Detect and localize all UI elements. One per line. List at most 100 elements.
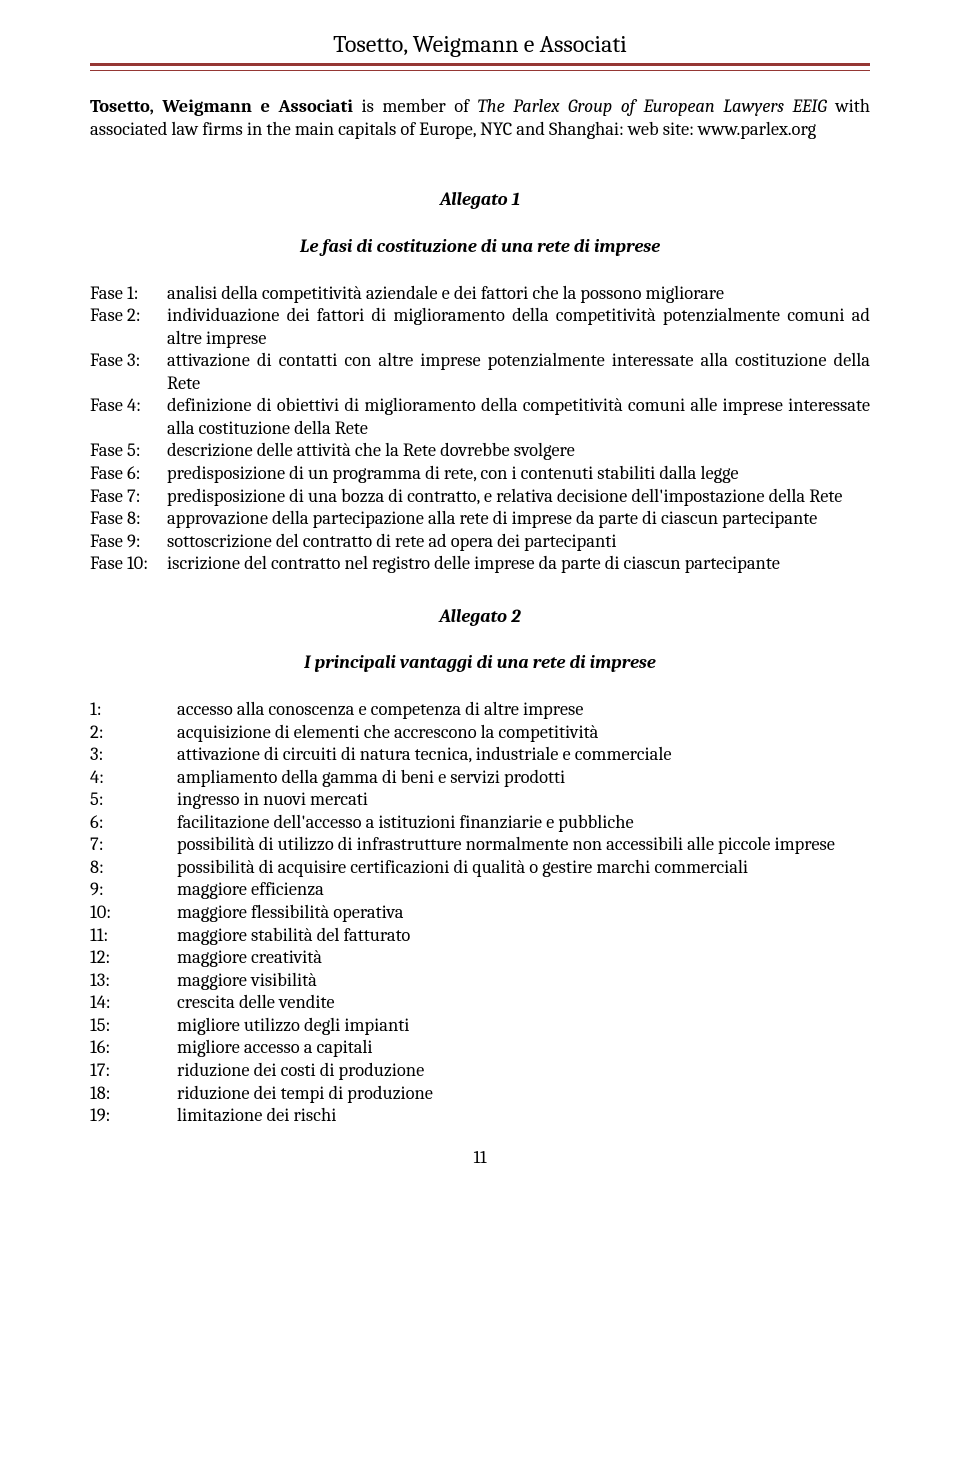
num-row: 11:maggiore stabilità del fatturato xyxy=(90,924,870,947)
num-label: 17: xyxy=(90,1059,177,1082)
num-text: facilitazione dell'accesso a istituzioni… xyxy=(177,811,870,834)
num-row: 17:riduzione dei costi di produzione xyxy=(90,1059,870,1082)
intro-paragraph: Tosetto, Weigmann e Associati is member … xyxy=(90,95,870,140)
header-rule xyxy=(90,63,870,71)
fase-text: predisposizione di una bozza di contratt… xyxy=(167,485,870,508)
fase-row: Fase 5:descrizione delle attività che la… xyxy=(90,439,870,462)
fase-text: sottoscrizione del contratto di rete ad … xyxy=(167,530,870,553)
num-row: 12:maggiore creatività xyxy=(90,946,870,969)
num-list: 1:accesso alla conoscenza e competenza d… xyxy=(90,698,870,1127)
num-label: 9: xyxy=(90,878,177,901)
num-text: limitazione dei rischi xyxy=(177,1104,870,1127)
fase-text: definizione di obiettivi di migliorament… xyxy=(167,394,870,439)
fase-row: Fase 4:definizione di obiettivi di migli… xyxy=(90,394,870,439)
page: Tosetto, Weigmann e Associati Tosetto, W… xyxy=(0,0,960,1189)
num-label: 6: xyxy=(90,811,177,834)
num-label: 19: xyxy=(90,1104,177,1127)
num-row: 13:maggiore visibilità xyxy=(90,969,870,992)
allegato2-subtitle: I principali vantaggi di una rete di imp… xyxy=(90,651,870,674)
num-label: 14: xyxy=(90,991,177,1014)
num-label: 8: xyxy=(90,856,177,879)
allegato1-title: Allegato 1 xyxy=(90,188,870,211)
num-label: 10: xyxy=(90,901,177,924)
fase-label: Fase 1: xyxy=(90,282,167,305)
fase-label: Fase 3: xyxy=(90,349,167,394)
num-text: maggiore efficienza xyxy=(177,878,870,901)
fase-row: Fase 3:attivazione di contatti con altre… xyxy=(90,349,870,394)
num-label: 7: xyxy=(90,833,177,856)
fase-label: Fase 2: xyxy=(90,304,167,349)
num-label: 2: xyxy=(90,721,177,744)
fase-row: Fase 10:iscrizione del contratto nel reg… xyxy=(90,552,870,575)
num-text: possibilità di utilizzo di infrastruttur… xyxy=(177,833,870,856)
num-text: ampliamento della gamma di beni e serviz… xyxy=(177,766,870,789)
num-label: 1: xyxy=(90,698,177,721)
fase-list: Fase 1:analisi della competitività azien… xyxy=(90,282,870,575)
fase-label: Fase 9: xyxy=(90,530,167,553)
num-text: maggiore stabilità del fatturato xyxy=(177,924,870,947)
fase-text: predisposizione di un programma di rete,… xyxy=(167,462,870,485)
fase-text: analisi della competitività aziendale e … xyxy=(167,282,870,305)
num-row: 19:limitazione dei rischi xyxy=(90,1104,870,1127)
num-label: 18: xyxy=(90,1082,177,1105)
fase-row: Fase 1:analisi della competitività azien… xyxy=(90,282,870,305)
num-label: 5: xyxy=(90,788,177,811)
num-row: 9:maggiore efficienza xyxy=(90,878,870,901)
num-row: 15:migliore utilizzo degli impianti xyxy=(90,1014,870,1037)
fase-row: Fase 9:sottoscrizione del contratto di r… xyxy=(90,530,870,553)
intro-italic: The Parlex Group of European Lawyers EEI… xyxy=(477,95,826,117)
num-text: maggiore flessibilità operativa xyxy=(177,901,870,924)
header-title: Tosetto, Weigmann e Associati xyxy=(90,30,870,59)
num-label: 11: xyxy=(90,924,177,947)
num-label: 3: xyxy=(90,743,177,766)
num-row: 16:migliore accesso a capitali xyxy=(90,1036,870,1059)
num-text: migliore utilizzo degli impianti xyxy=(177,1014,870,1037)
fase-text: individuazione dei fattori di migliorame… xyxy=(167,304,870,349)
num-text: maggiore visibilità xyxy=(177,969,870,992)
fase-label: Fase 7: xyxy=(90,485,167,508)
num-row: 4:ampliamento della gamma di beni e serv… xyxy=(90,766,870,789)
fase-text: descrizione delle attività che la Rete d… xyxy=(167,439,870,462)
num-text: acquisizione di elementi che accrescono … xyxy=(177,721,870,744)
intro-mid: is member of xyxy=(353,95,477,117)
fase-label: Fase 10: xyxy=(90,552,167,575)
num-row: 6:facilitazione dell'accesso a istituzio… xyxy=(90,811,870,834)
num-row: 8:possibilità di acquisire certificazion… xyxy=(90,856,870,879)
num-text: crescita delle vendite xyxy=(177,991,870,1014)
num-label: 15: xyxy=(90,1014,177,1037)
fase-label: Fase 8: xyxy=(90,507,167,530)
num-text: maggiore creatività xyxy=(177,946,870,969)
num-row: 18:riduzione dei tempi di produzione xyxy=(90,1082,870,1105)
num-text: riduzione dei costi di produzione xyxy=(177,1059,870,1082)
num-row: 1:accesso alla conoscenza e competenza d… xyxy=(90,698,870,721)
num-text: possibilità di acquisire certificazioni … xyxy=(177,856,870,879)
num-label: 13: xyxy=(90,969,177,992)
fase-row: Fase 6:predisposizione di un programma d… xyxy=(90,462,870,485)
fase-text: iscrizione del contratto nel registro de… xyxy=(167,552,870,575)
fase-row: Fase 2:individuazione dei fattori di mig… xyxy=(90,304,870,349)
num-text: accesso alla conoscenza e competenza di … xyxy=(177,698,870,721)
num-row: 7:possibilità di utilizzo di infrastrutt… xyxy=(90,833,870,856)
num-row: 3:attivazione di circuiti di natura tecn… xyxy=(90,743,870,766)
num-text: attivazione di circuiti di natura tecnic… xyxy=(177,743,870,766)
num-row: 14:crescita delle vendite xyxy=(90,991,870,1014)
allegato2-title: Allegato 2 xyxy=(90,605,870,628)
fase-row: Fase 8:approvazione della partecipazione… xyxy=(90,507,870,530)
fase-text: attivazione di contatti con altre impres… xyxy=(167,349,870,394)
num-text: riduzione dei tempi di produzione xyxy=(177,1082,870,1105)
num-label: 16: xyxy=(90,1036,177,1059)
num-row: 2:acquisizione di elementi che accrescon… xyxy=(90,721,870,744)
fase-row: Fase 7:predisposizione di una bozza di c… xyxy=(90,485,870,508)
fase-label: Fase 4: xyxy=(90,394,167,439)
num-row: 5:ingresso in nuovi mercati xyxy=(90,788,870,811)
num-label: 12: xyxy=(90,946,177,969)
num-text: migliore accesso a capitali xyxy=(177,1036,870,1059)
num-label: 4: xyxy=(90,766,177,789)
fase-label: Fase 5: xyxy=(90,439,167,462)
num-row: 10:maggiore flessibilità operativa xyxy=(90,901,870,924)
fase-text: approvazione della partecipazione alla r… xyxy=(167,507,870,530)
allegato1-subtitle: Le fasi di costituzione di una rete di i… xyxy=(90,235,870,258)
num-text: ingresso in nuovi mercati xyxy=(177,788,870,811)
page-number: 11 xyxy=(90,1147,870,1169)
fase-label: Fase 6: xyxy=(90,462,167,485)
